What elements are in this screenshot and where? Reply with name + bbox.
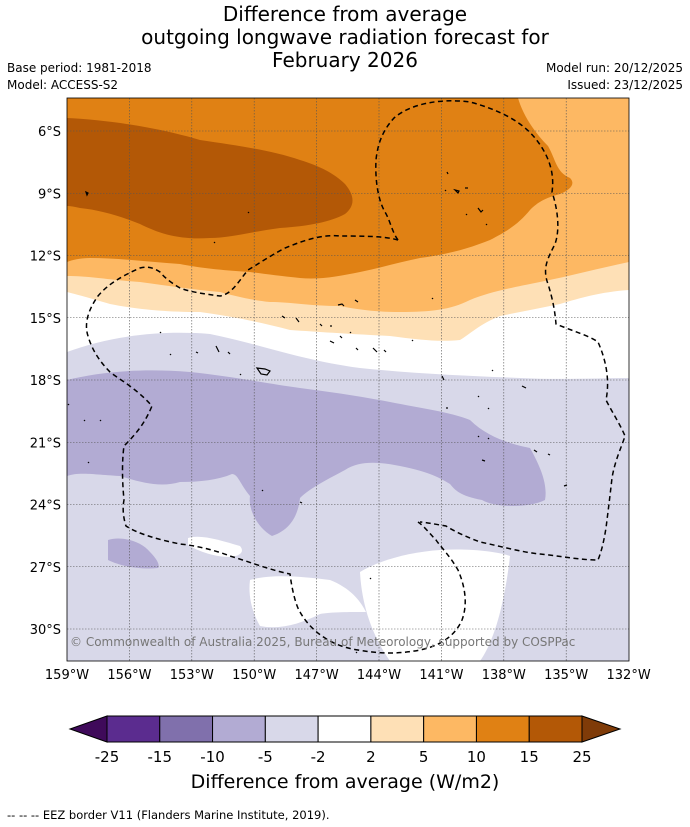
colorbar-tick-label: -15 bbox=[148, 748, 173, 766]
zero-patch-1 bbox=[188, 536, 242, 557]
anomaly-field bbox=[67, 98, 629, 661]
lon-label: 132°W bbox=[607, 668, 651, 683]
base-period: Base period: 1981-2018 bbox=[7, 61, 152, 75]
zero-patch-2 bbox=[249, 576, 366, 628]
lon-label: 147°W bbox=[295, 668, 339, 683]
lat-label: 21°S bbox=[30, 436, 61, 451]
lat-label: 30°S bbox=[30, 623, 61, 638]
lat-label: 9°S bbox=[38, 187, 61, 202]
band-neg-5 bbox=[67, 370, 546, 536]
colorbar bbox=[68, 715, 622, 743]
lon-label: 159°W bbox=[45, 668, 89, 683]
model-name: Model: ACCESS-S2 bbox=[7, 78, 119, 92]
model-run: Model run: 20/12/2025 bbox=[545, 61, 683, 75]
title-line-2: outgoing longwave radiation forecast for bbox=[141, 25, 549, 49]
map-frame bbox=[66, 97, 630, 662]
colorbar-swatch bbox=[370, 715, 425, 743]
colorbar-min-arrow bbox=[68, 715, 108, 743]
longitude-labels: 159°W 156°W 153°W 150°W 147°W 144°W 141°W 138°W… bbox=[45, 668, 651, 683]
colorbar-tick-label: 25 bbox=[572, 748, 591, 766]
lon-label: 138°W bbox=[482, 668, 526, 683]
title-line-3: February 2026 bbox=[272, 48, 418, 72]
colorbar-tick-label: -25 bbox=[95, 748, 120, 766]
copyright-text: © Commonwealth of Australia 2025, Bureau… bbox=[70, 635, 575, 649]
eez-border-north bbox=[375, 100, 626, 561]
eez-border-south bbox=[85, 234, 466, 654]
colorbar-tick-label: 15 bbox=[520, 748, 539, 766]
islands bbox=[67, 171, 568, 654]
colorbar-tick-label: 5 bbox=[419, 748, 429, 766]
lon-label: 156°W bbox=[107, 668, 151, 683]
lat-label: 15°S bbox=[30, 312, 61, 327]
issued-date: Issued: 23/12/2025 bbox=[567, 78, 683, 92]
colorbar-swatch bbox=[528, 715, 583, 743]
lon-label: 153°W bbox=[170, 668, 214, 683]
lat-label: 27°S bbox=[30, 561, 61, 576]
lon-label: 150°W bbox=[232, 668, 276, 683]
title-line-1: Difference from average bbox=[222, 2, 468, 26]
colorbar-tick-label: 2 bbox=[366, 748, 376, 766]
colorbar-tick-label: -5 bbox=[258, 748, 273, 766]
colorbar-swatch bbox=[264, 715, 319, 743]
colorbar-max-arrow bbox=[581, 715, 622, 743]
colorbar-tick-label: 10 bbox=[467, 748, 486, 766]
eez-borders bbox=[85, 100, 626, 654]
colorbar-swatch bbox=[423, 715, 477, 743]
lon-label: 141°W bbox=[419, 668, 463, 683]
colorbar-swatch bbox=[475, 715, 530, 743]
colorbar-swatch bbox=[106, 715, 161, 743]
lat-label: 12°S bbox=[30, 250, 61, 265]
lon-label: 144°W bbox=[357, 668, 401, 683]
band-pos-15 bbox=[67, 118, 353, 239]
zero-patch-3 bbox=[360, 549, 510, 661]
lon-label: 135°W bbox=[544, 668, 588, 683]
grid-lines bbox=[67, 98, 629, 661]
colorbar-ticks: -25 -15 -10 -5 -2 2 5 10 15 25 bbox=[95, 748, 592, 766]
colorbar-tick-label: -10 bbox=[200, 748, 225, 766]
colorbar-swatch bbox=[159, 715, 214, 743]
latitude-labels: 6°S 9°S 12°S 15°S 18°S 21°S 24°S 27°S 30°S bbox=[30, 125, 61, 638]
band-neg-5-patch bbox=[108, 538, 159, 569]
lat-label: 24°S bbox=[30, 499, 61, 514]
colorbar-swatch bbox=[212, 715, 266, 743]
eez-legend-note: -- -- -- EEZ border V11 (Flanders Marine… bbox=[7, 808, 330, 822]
colorbar-label: Difference from average (W/m2) bbox=[191, 771, 500, 793]
lat-label: 6°S bbox=[38, 125, 61, 140]
colorbar-swatch bbox=[317, 715, 372, 743]
lat-label: 18°S bbox=[30, 374, 61, 389]
colorbar-tick-label: -2 bbox=[311, 748, 326, 766]
